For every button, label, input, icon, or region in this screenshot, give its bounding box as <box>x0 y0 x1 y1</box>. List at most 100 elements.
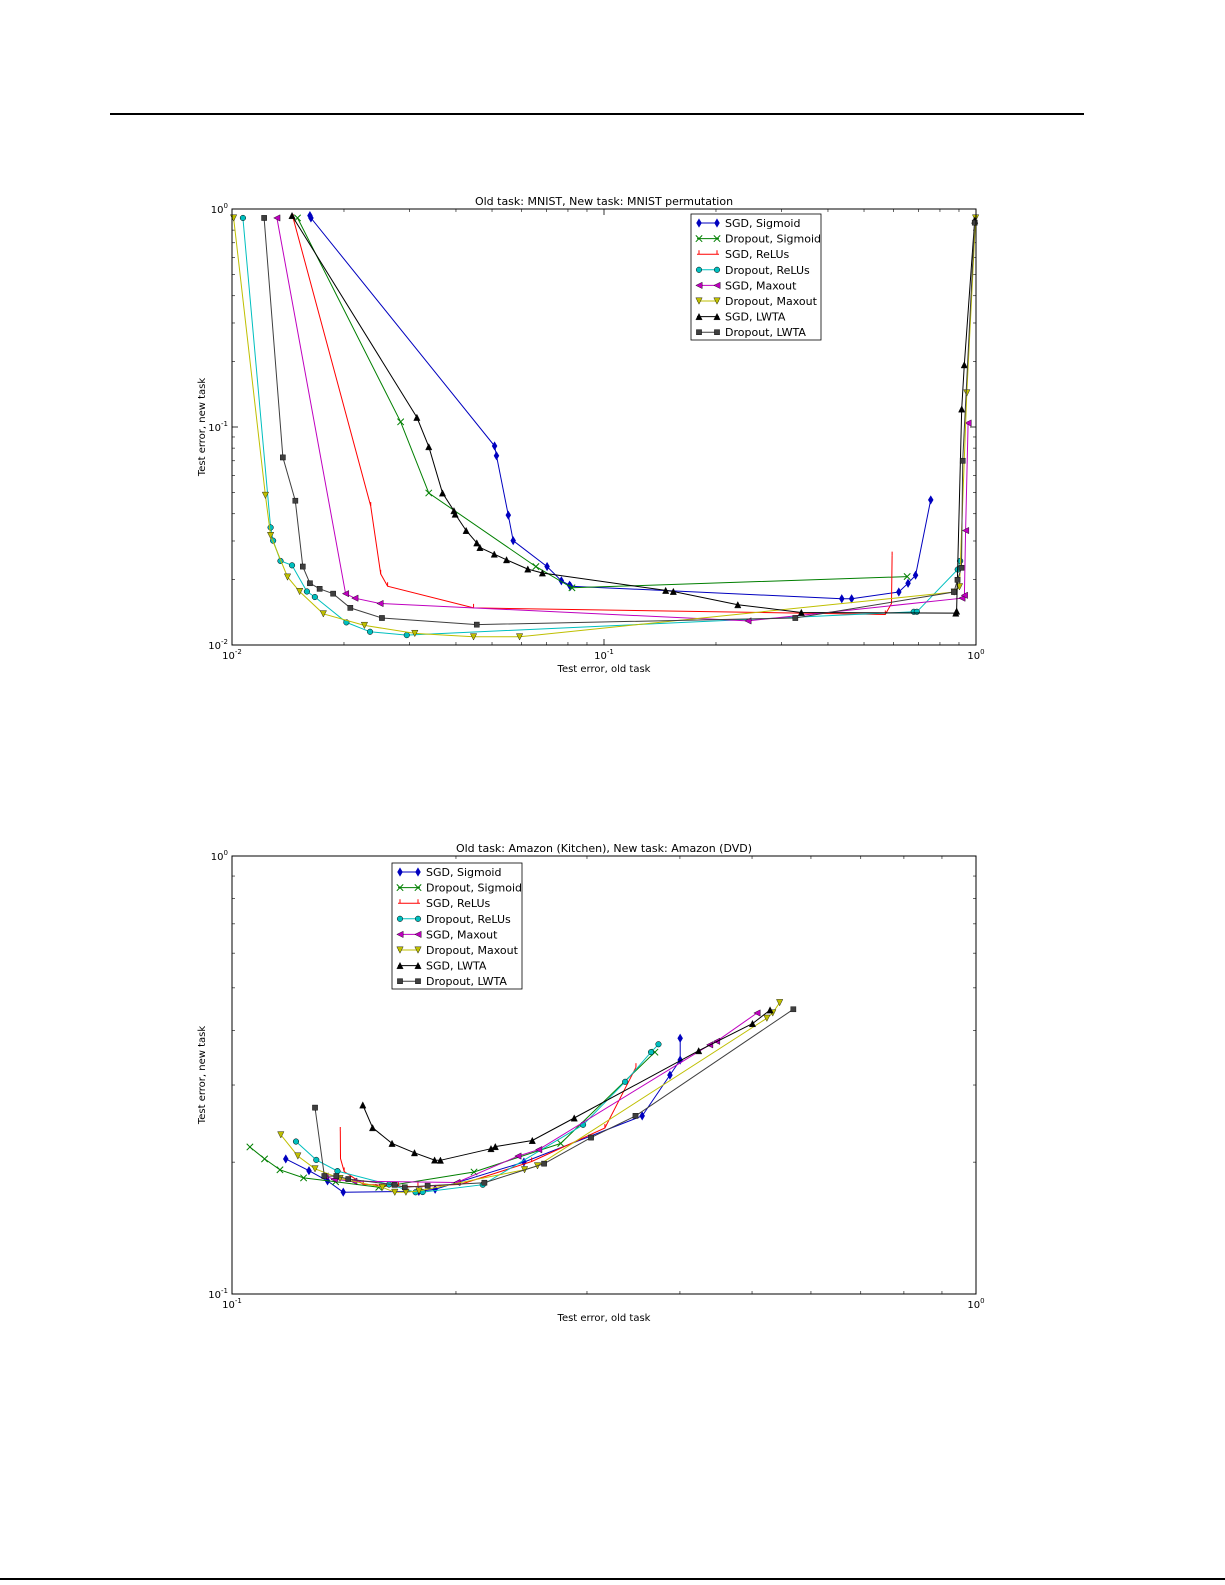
series-dropout-lwta-point <box>261 215 267 221</box>
series-sgd-maxout-point <box>376 599 384 608</box>
series-dropout-maxout-point <box>955 583 964 591</box>
series-dropout-sigmoid-point <box>276 1166 284 1174</box>
series-dropout-lwta-point <box>401 1184 408 1191</box>
legend-item-dropout-maxout: Dropout, Maxout <box>695 295 818 308</box>
series-dropout-lwta-point <box>345 1176 352 1182</box>
series-sgd-lwta-point <box>436 1156 444 1164</box>
legend-marker-point <box>414 915 422 922</box>
series-dropout-lwta-point <box>959 457 966 464</box>
series-sgd-lwta-point <box>288 211 296 219</box>
legend-marker-point <box>396 961 404 970</box>
legend-label: SGD, ReLUs <box>725 248 790 261</box>
series-sgd-lwta-point <box>503 556 511 564</box>
series-sgd-lwta-point <box>388 1139 396 1147</box>
series-dropout-maxout-point <box>277 1131 285 1139</box>
series-sgd-maxout-point <box>273 214 281 222</box>
series-dropout-relus-point <box>239 214 246 221</box>
page-top-rule <box>110 113 1084 115</box>
y-axis-label: Test error, new task <box>197 378 208 478</box>
series-sgd-sigmoid-point <box>491 441 498 451</box>
legend-marker-point <box>695 297 703 305</box>
series-sgd-lwta-point <box>410 1149 419 1157</box>
series-sgd-lwta <box>359 1006 774 1164</box>
series-sgd-sigmoid-point <box>848 594 855 604</box>
series-line-dropout-relus <box>242 217 961 636</box>
series-dropout-lwta-point <box>588 1134 594 1141</box>
series-sgd-sigmoid-point <box>639 1111 645 1121</box>
series-sgd-maxout-point <box>514 1152 522 1160</box>
legend-marker-point <box>396 884 404 892</box>
series-sgd-lwta-point <box>425 443 433 451</box>
series-line-sgd-sigmoid <box>309 215 932 600</box>
plot-frame <box>231 855 977 1295</box>
series-dropout-maxout-point <box>776 999 784 1007</box>
legend-label: SGD, Maxout <box>426 928 498 941</box>
series-sgd-lwta-point <box>359 1101 367 1109</box>
x-tick-label: 100 <box>967 1297 984 1311</box>
series-line-sgd-lwta <box>291 215 976 614</box>
legend-item-dropout-lwta: Dropout, LWTA <box>397 975 507 988</box>
series-dropout-maxout-point <box>296 588 304 596</box>
series-dropout-maxout-point <box>360 622 368 630</box>
series-sgd-lwta-point <box>958 405 966 413</box>
legend-label: SGD, Maxout <box>725 279 797 292</box>
series-dropout-lwta <box>312 1006 797 1191</box>
series-dropout-lwta-point <box>330 590 336 597</box>
series-dropout-lwta-point <box>280 454 286 461</box>
series-dropout-sigmoid-point <box>293 214 302 222</box>
series-sgd-lwta-point <box>570 1114 578 1122</box>
series-dropout-maxout-point <box>230 214 238 222</box>
legend-marker-point <box>695 235 703 243</box>
legend-marker-point <box>713 235 721 243</box>
series-dropout-maxout-point <box>294 1152 302 1160</box>
series-sgd-lwta-point <box>538 569 546 577</box>
y-axis-label: Test error, new task <box>197 1026 208 1126</box>
minor-ticks <box>232 209 976 645</box>
series-dropout-maxout-point <box>963 389 971 397</box>
series-dropout-lwta-point <box>391 1182 398 1188</box>
legend-item-sgd-maxout: SGD, Maxout <box>396 928 498 941</box>
series-dropout-lwta-point <box>971 219 978 226</box>
series-dropout-lwta-point <box>321 1173 328 1179</box>
series-dropout-maxout-point <box>411 630 419 638</box>
series-sgd-sigmoid-point <box>905 578 911 588</box>
series-sgd-lwta-point <box>431 1156 439 1164</box>
series-sgd-sigmoid-point <box>839 594 845 604</box>
series-sgd-lwta-point <box>695 1047 703 1055</box>
series-dropout-maxout <box>230 214 980 641</box>
series-dropout-relus-point <box>403 632 410 639</box>
x-tick-label: 100 <box>967 648 984 662</box>
legend-item-sgd-lwta: SGD, LWTA <box>396 960 487 973</box>
series-sgd-sigmoid-point <box>283 1154 289 1164</box>
series-sgd-lwta-point <box>490 550 498 558</box>
series-dropout-maxout <box>277 999 784 1196</box>
legend-marker-point <box>713 297 721 305</box>
series-dropout-lwta-point <box>632 1113 639 1119</box>
series-sgd-lwta-point <box>953 607 961 615</box>
series-dropout-relus-point <box>292 1138 300 1145</box>
legend-label: SGD, ReLUs <box>426 897 491 910</box>
series-dropout-relus <box>239 214 964 639</box>
y-tick-label: 10-1 <box>208 420 228 434</box>
series-dropout-maxout-point <box>311 1165 319 1173</box>
series-dropout-lwta-point <box>473 621 480 628</box>
legend-marker-point <box>414 884 422 892</box>
series-line-dropout-sigmoid <box>249 1051 656 1188</box>
series-sgd-sigmoid-point <box>912 570 919 580</box>
series-dropout-lwta-point <box>333 1173 340 1179</box>
series-sgd-maxout-point <box>961 527 970 535</box>
series-sgd-lwta-point <box>462 526 470 534</box>
series-dropout-lwta <box>261 215 978 628</box>
series-dropout-sigmoid <box>293 214 911 592</box>
series-dropout-lwta-point <box>424 1182 431 1189</box>
legend-item-dropout-relus: Dropout, ReLUs <box>695 264 810 277</box>
legend-marker-point <box>397 867 403 877</box>
series-sgd-lwta-point <box>473 539 481 547</box>
series-dropout-relus-point <box>313 1156 320 1163</box>
series-line-sgd-relus <box>339 1066 637 1188</box>
series-dropout-maxout-point <box>516 633 524 641</box>
series-dropout-sigmoid-point <box>532 563 540 571</box>
chart-amazon-kitchen-dvd: Old task: Amazon (Kitchen), New task: Am… <box>197 842 985 1324</box>
series-dropout-relus-point <box>622 1078 629 1085</box>
series-dropout-relus-point <box>311 593 318 601</box>
